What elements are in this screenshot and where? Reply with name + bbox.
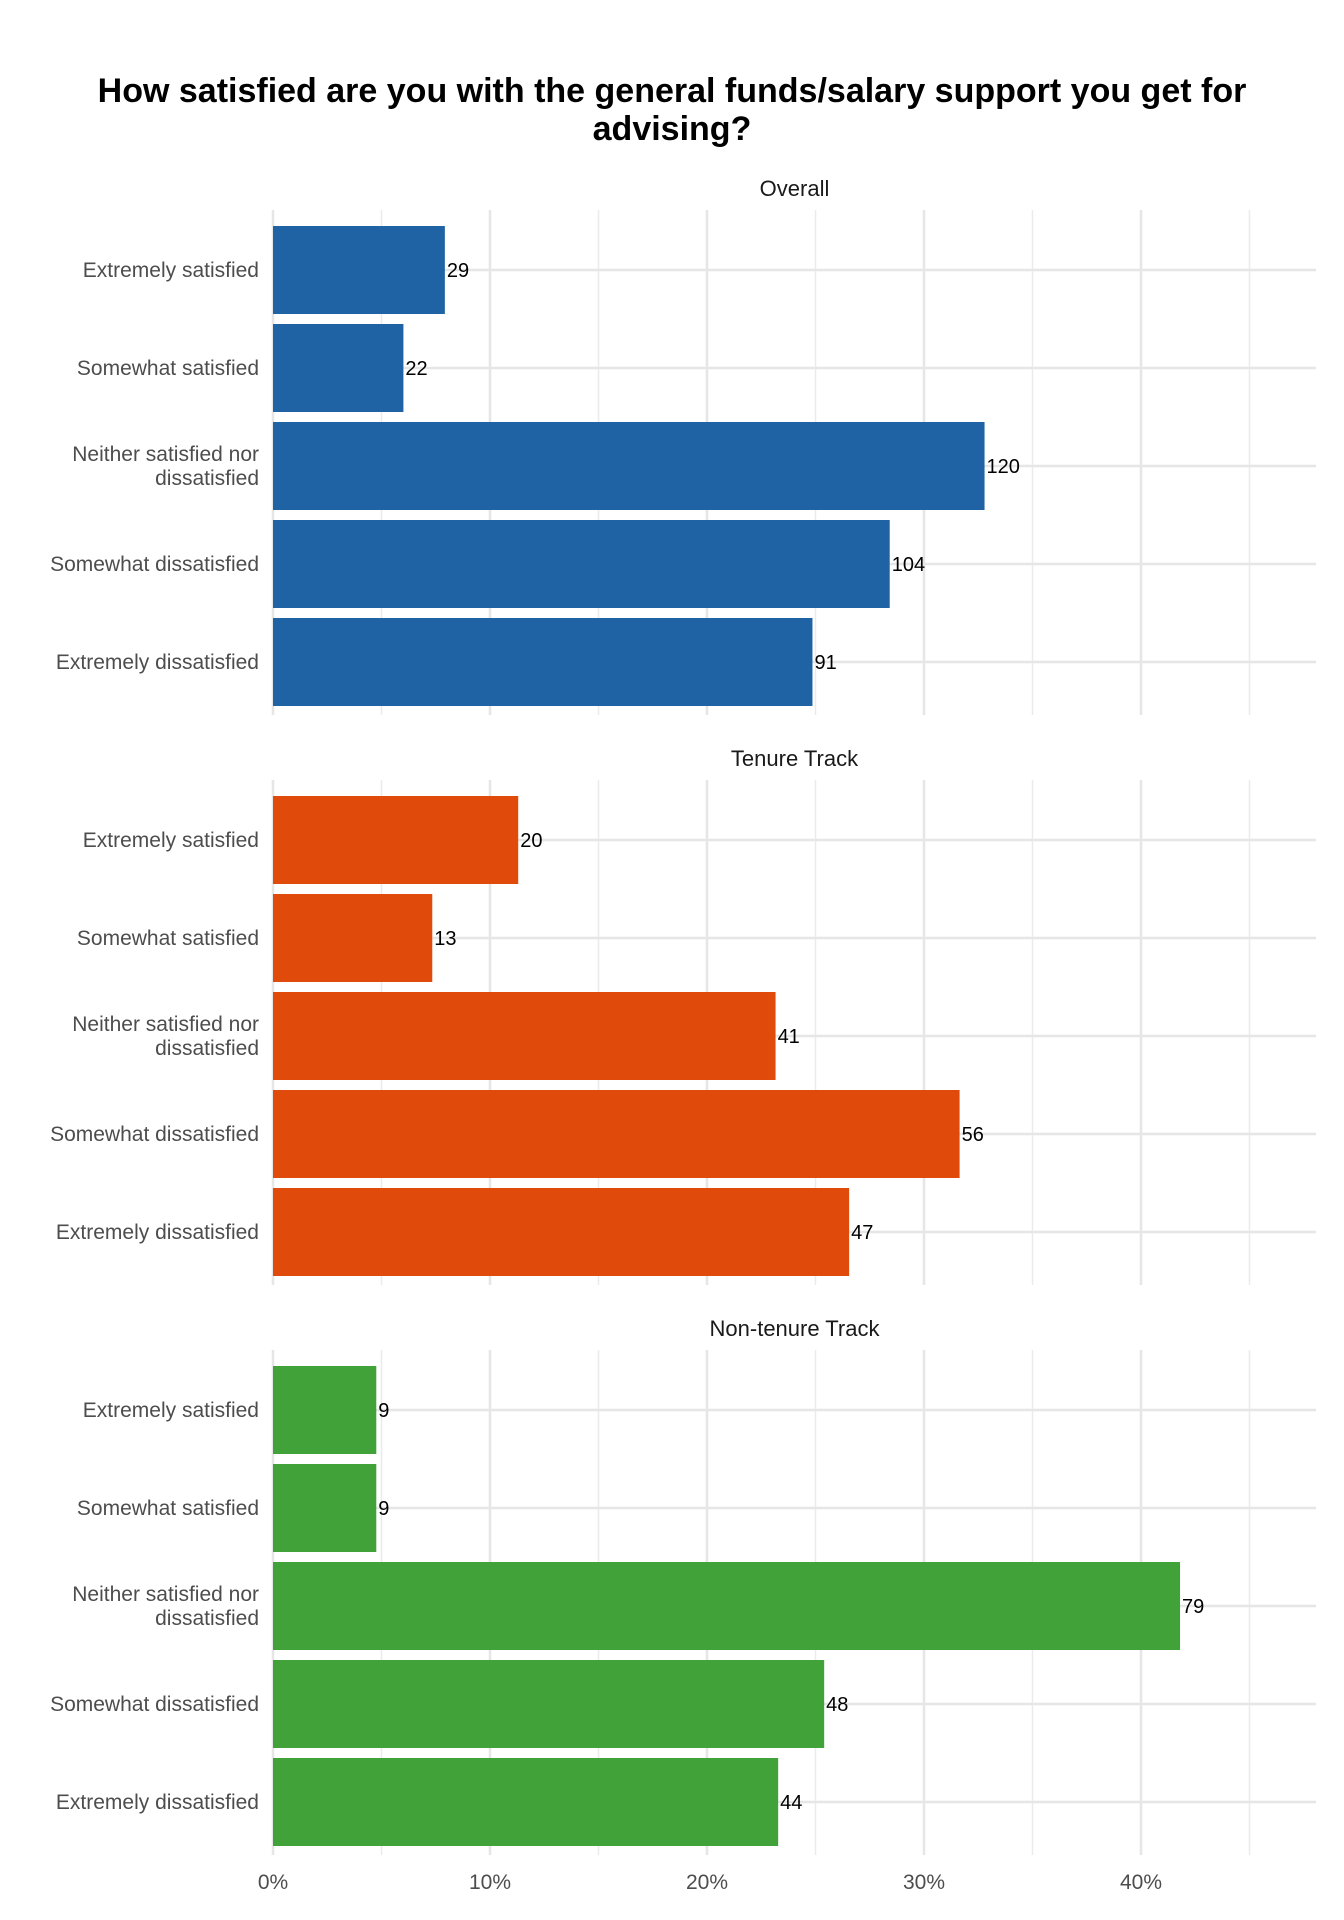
category-label: Extremely dissatisfied [56, 1221, 259, 1244]
category-label: Extremely satisfied [83, 259, 259, 282]
bar [273, 1366, 377, 1454]
bar-value-label: 48 [826, 1694, 848, 1716]
bar-value-label: 9 [378, 1498, 389, 1520]
bar-value-label: 22 [405, 358, 427, 380]
bar [273, 520, 890, 608]
category-label: Extremely dissatisfied [56, 651, 259, 674]
category-label: Somewhat dissatisfied [50, 1123, 259, 1146]
bar [273, 1758, 779, 1846]
bar [273, 324, 404, 412]
bar [273, 1562, 1181, 1650]
bar [273, 1660, 825, 1748]
category-label: Somewhat dissatisfied [50, 553, 259, 576]
x-tick-label: 0% [258, 1871, 288, 1894]
category-label: Neither satisfied nor dissatisfied [72, 1013, 259, 1060]
category-label: Neither satisfied nor dissatisfied [72, 1583, 259, 1630]
panel-strip-label: Non-tenure Track [710, 1316, 881, 1341]
bar-value-label: 56 [962, 1124, 984, 1146]
x-tick-label: 10% [469, 1871, 511, 1894]
panel-strip-label: Overall [760, 176, 830, 201]
category-label: Extremely dissatisfied [56, 1791, 259, 1814]
bar-value-label: 120 [987, 456, 1020, 478]
bar [273, 1188, 850, 1276]
bar [273, 1464, 377, 1552]
bar-value-label: 44 [780, 1792, 802, 1814]
bar [273, 796, 519, 884]
bar [273, 618, 813, 706]
category-label: Somewhat satisfied [77, 1497, 259, 1520]
category-label: Somewhat dissatisfied [50, 1693, 259, 1716]
panel-strip-label: Tenure Track [731, 746, 859, 771]
bar-value-label: 104 [892, 554, 925, 576]
bar-value-label: 41 [778, 1026, 800, 1048]
bar-value-label: 20 [520, 830, 542, 852]
bar [273, 226, 445, 314]
bar [273, 894, 433, 982]
category-label: Somewhat satisfied [77, 357, 259, 380]
category-label: Neither satisfied nor dissatisfied [72, 443, 259, 490]
bar [273, 422, 985, 510]
category-label: Extremely satisfied [83, 829, 259, 852]
category-label: Somewhat satisfied [77, 927, 259, 950]
x-tick-label: 30% [903, 1871, 945, 1894]
bar-value-label: 9 [378, 1400, 389, 1422]
x-tick-label: 40% [1120, 1871, 1162, 1894]
bar-value-label: 79 [1182, 1596, 1204, 1618]
bar [273, 992, 776, 1080]
x-tick-label: 20% [686, 1871, 728, 1894]
bar-value-label: 13 [434, 928, 456, 950]
bar [273, 1090, 960, 1178]
category-label: Extremely satisfied [83, 1399, 259, 1422]
bar-value-label: 91 [814, 652, 836, 674]
bar-value-label: 29 [447, 260, 469, 282]
chart-title: How satisfied are you with the general f… [97, 72, 1247, 148]
bar-value-label: 47 [851, 1222, 873, 1244]
